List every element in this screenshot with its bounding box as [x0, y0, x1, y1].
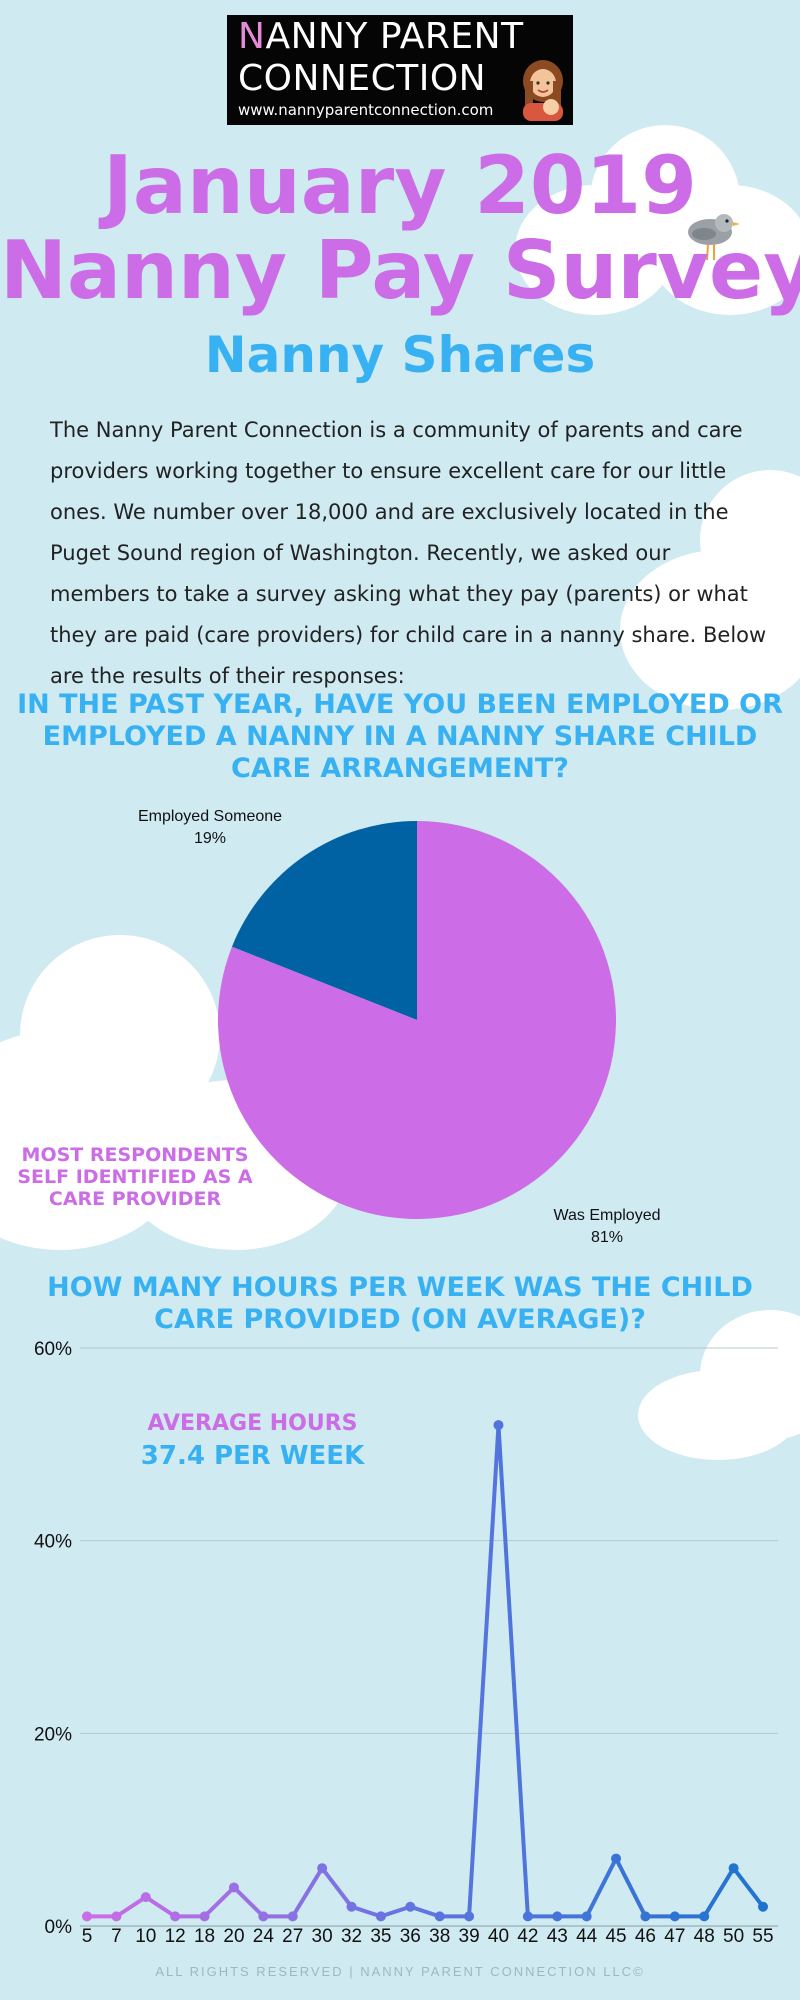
data-point: [82, 1911, 92, 1922]
logo-url: www.nannyparentconnection.com: [238, 101, 494, 119]
x-tick-label: 20: [223, 1926, 244, 1947]
series-line-segment: [731, 1866, 765, 1909]
x-tick-label: 24: [253, 1926, 275, 1947]
data-point: [434, 1911, 445, 1922]
x-tick-label: 38: [429, 1926, 450, 1947]
line-chart: 0% 20% 40% 60% 5 7 10 12 18 20 24 27 30 32 35 36 38 39 40 4…: [34, 1339, 778, 1947]
data-point: [669, 1911, 680, 1922]
footer-copyright: ALL RIGHTS RESERVED | NANNY PARENT CONNE…: [155, 1964, 645, 1979]
x-tick-label: 12: [165, 1926, 186, 1947]
series-line-segment: [114, 1895, 148, 1919]
data-point: [140, 1892, 151, 1903]
y-tick-label: 40%: [34, 1532, 72, 1553]
x-tick-label: 35: [370, 1926, 391, 1947]
data-point: [228, 1882, 239, 1893]
series-line-segment: [378, 1904, 413, 1919]
series-line-segment: [349, 1904, 383, 1919]
series-line-segment: [408, 1904, 442, 1919]
question-employment: IN THE PAST YEAR, HAVE YOU BEEN EMPLOYED…: [17, 689, 783, 784]
data-point: [199, 1911, 210, 1922]
data-point: [111, 1911, 122, 1922]
data-point: [464, 1911, 475, 1922]
logo: NANNY PARENT CONNECTION www.nannyparentc…: [227, 15, 573, 125]
cloud-top-right: [515, 185, 675, 315]
question-hours: HOW MANY HOURS PER WEEK WAS THE CHILD CA…: [47, 1272, 753, 1335]
pie-label-was-employed-value: 81%: [590, 1229, 624, 1246]
series-line-segment: [584, 1856, 619, 1919]
x-tick-label: 55: [752, 1926, 773, 1947]
data-point: [346, 1901, 357, 1912]
data-point: [581, 1911, 592, 1922]
data-point: [317, 1863, 328, 1874]
average-hours-label: AVERAGE HOURS: [147, 1411, 358, 1436]
x-tick-label: 32: [341, 1926, 362, 1947]
pie-label-was-employed: Was Employed 81%: [507, 1205, 707, 1249]
x-tick-label: 10: [135, 1926, 156, 1947]
average-hours-value: 37.4 PER WEEK: [140, 1441, 365, 1471]
series-line-segment: [202, 1885, 236, 1919]
data-point: [611, 1853, 622, 1864]
series-line-segment: [614, 1856, 648, 1919]
page-subtitle: Nanny Shares: [204, 326, 596, 384]
pie-label-employed-someone: Employed Someone 19%: [110, 806, 310, 850]
cloud-mid-right: [620, 550, 800, 710]
x-tick-label: 39: [459, 1926, 480, 1947]
cloud-right-chart: [638, 1370, 798, 1460]
x-tick-label: 44: [576, 1926, 598, 1947]
pie-slice-was-employed: [217, 821, 616, 1219]
data-point: [287, 1911, 298, 1922]
data-point: [552, 1911, 563, 1922]
series-line-segment: [496, 1423, 530, 1919]
data-point: [699, 1911, 710, 1922]
data-point: [493, 1420, 504, 1431]
intro-paragraph: The Nanny Parent Connection is a communi…: [50, 418, 767, 688]
x-tick-label: 27: [282, 1926, 303, 1947]
series-line-segment: [143, 1895, 178, 1919]
x-tick-label: 30: [312, 1926, 333, 1947]
x-tick-label: 43: [547, 1926, 568, 1947]
x-tick-label: 42: [517, 1926, 538, 1947]
x-tick-label: 45: [605, 1926, 626, 1947]
x-tick-label: 40: [488, 1926, 509, 1947]
bird-icon: [688, 214, 740, 261]
x-tick-label: 36: [400, 1926, 421, 1947]
x-tick-label: 5: [82, 1926, 93, 1947]
pie-slice-employed-someone: [231, 821, 417, 1020]
series-line-segment: [231, 1885, 266, 1919]
pie-label-was-employed-name: Was Employed: [553, 1207, 661, 1224]
pie-label-employed-someone-name: Employed Someone: [137, 808, 283, 825]
data-point: [758, 1901, 768, 1912]
x-tick-label: 18: [194, 1926, 215, 1947]
logo-line1: ANNY PARENT: [265, 16, 524, 57]
y-tick-label: 20%: [34, 1724, 72, 1745]
y-tick-label: 60%: [34, 1339, 72, 1360]
y-tick-label: 0%: [45, 1917, 73, 1938]
x-tick-label: 7: [111, 1926, 122, 1947]
page-title-line2: Nanny Pay Survey: [0, 224, 800, 317]
x-tick-label: 50: [723, 1926, 744, 1947]
data-point: [170, 1911, 181, 1922]
data-point: [375, 1911, 386, 1922]
data-point: [640, 1911, 651, 1922]
pie-label-employed-someone-value: 19%: [193, 830, 227, 847]
series-line-segment: [467, 1423, 501, 1919]
pie-chart: [217, 821, 616, 1219]
series-line-segment: [290, 1866, 325, 1919]
series-line-segment: [702, 1866, 736, 1919]
series-line-segment: [320, 1866, 354, 1909]
data-point: [405, 1901, 416, 1912]
data-point: [522, 1911, 533, 1922]
logo-line2: CONNECTION: [238, 58, 487, 99]
x-tick-label: 46: [635, 1926, 656, 1947]
data-point: [728, 1863, 739, 1874]
cloud-top-right: [650, 185, 800, 315]
nanny-avatar-icon: [523, 60, 563, 121]
care-provider-note: MOST RESPONDENTS SELF IDENTIFIED AS A CA…: [17, 1144, 253, 1210]
page-title-line1: January 2019: [103, 139, 697, 232]
x-tick-label: 48: [694, 1926, 715, 1947]
x-tick-label: 47: [664, 1926, 685, 1947]
data-point: [258, 1911, 269, 1922]
logo-first-letter: N: [238, 16, 266, 57]
